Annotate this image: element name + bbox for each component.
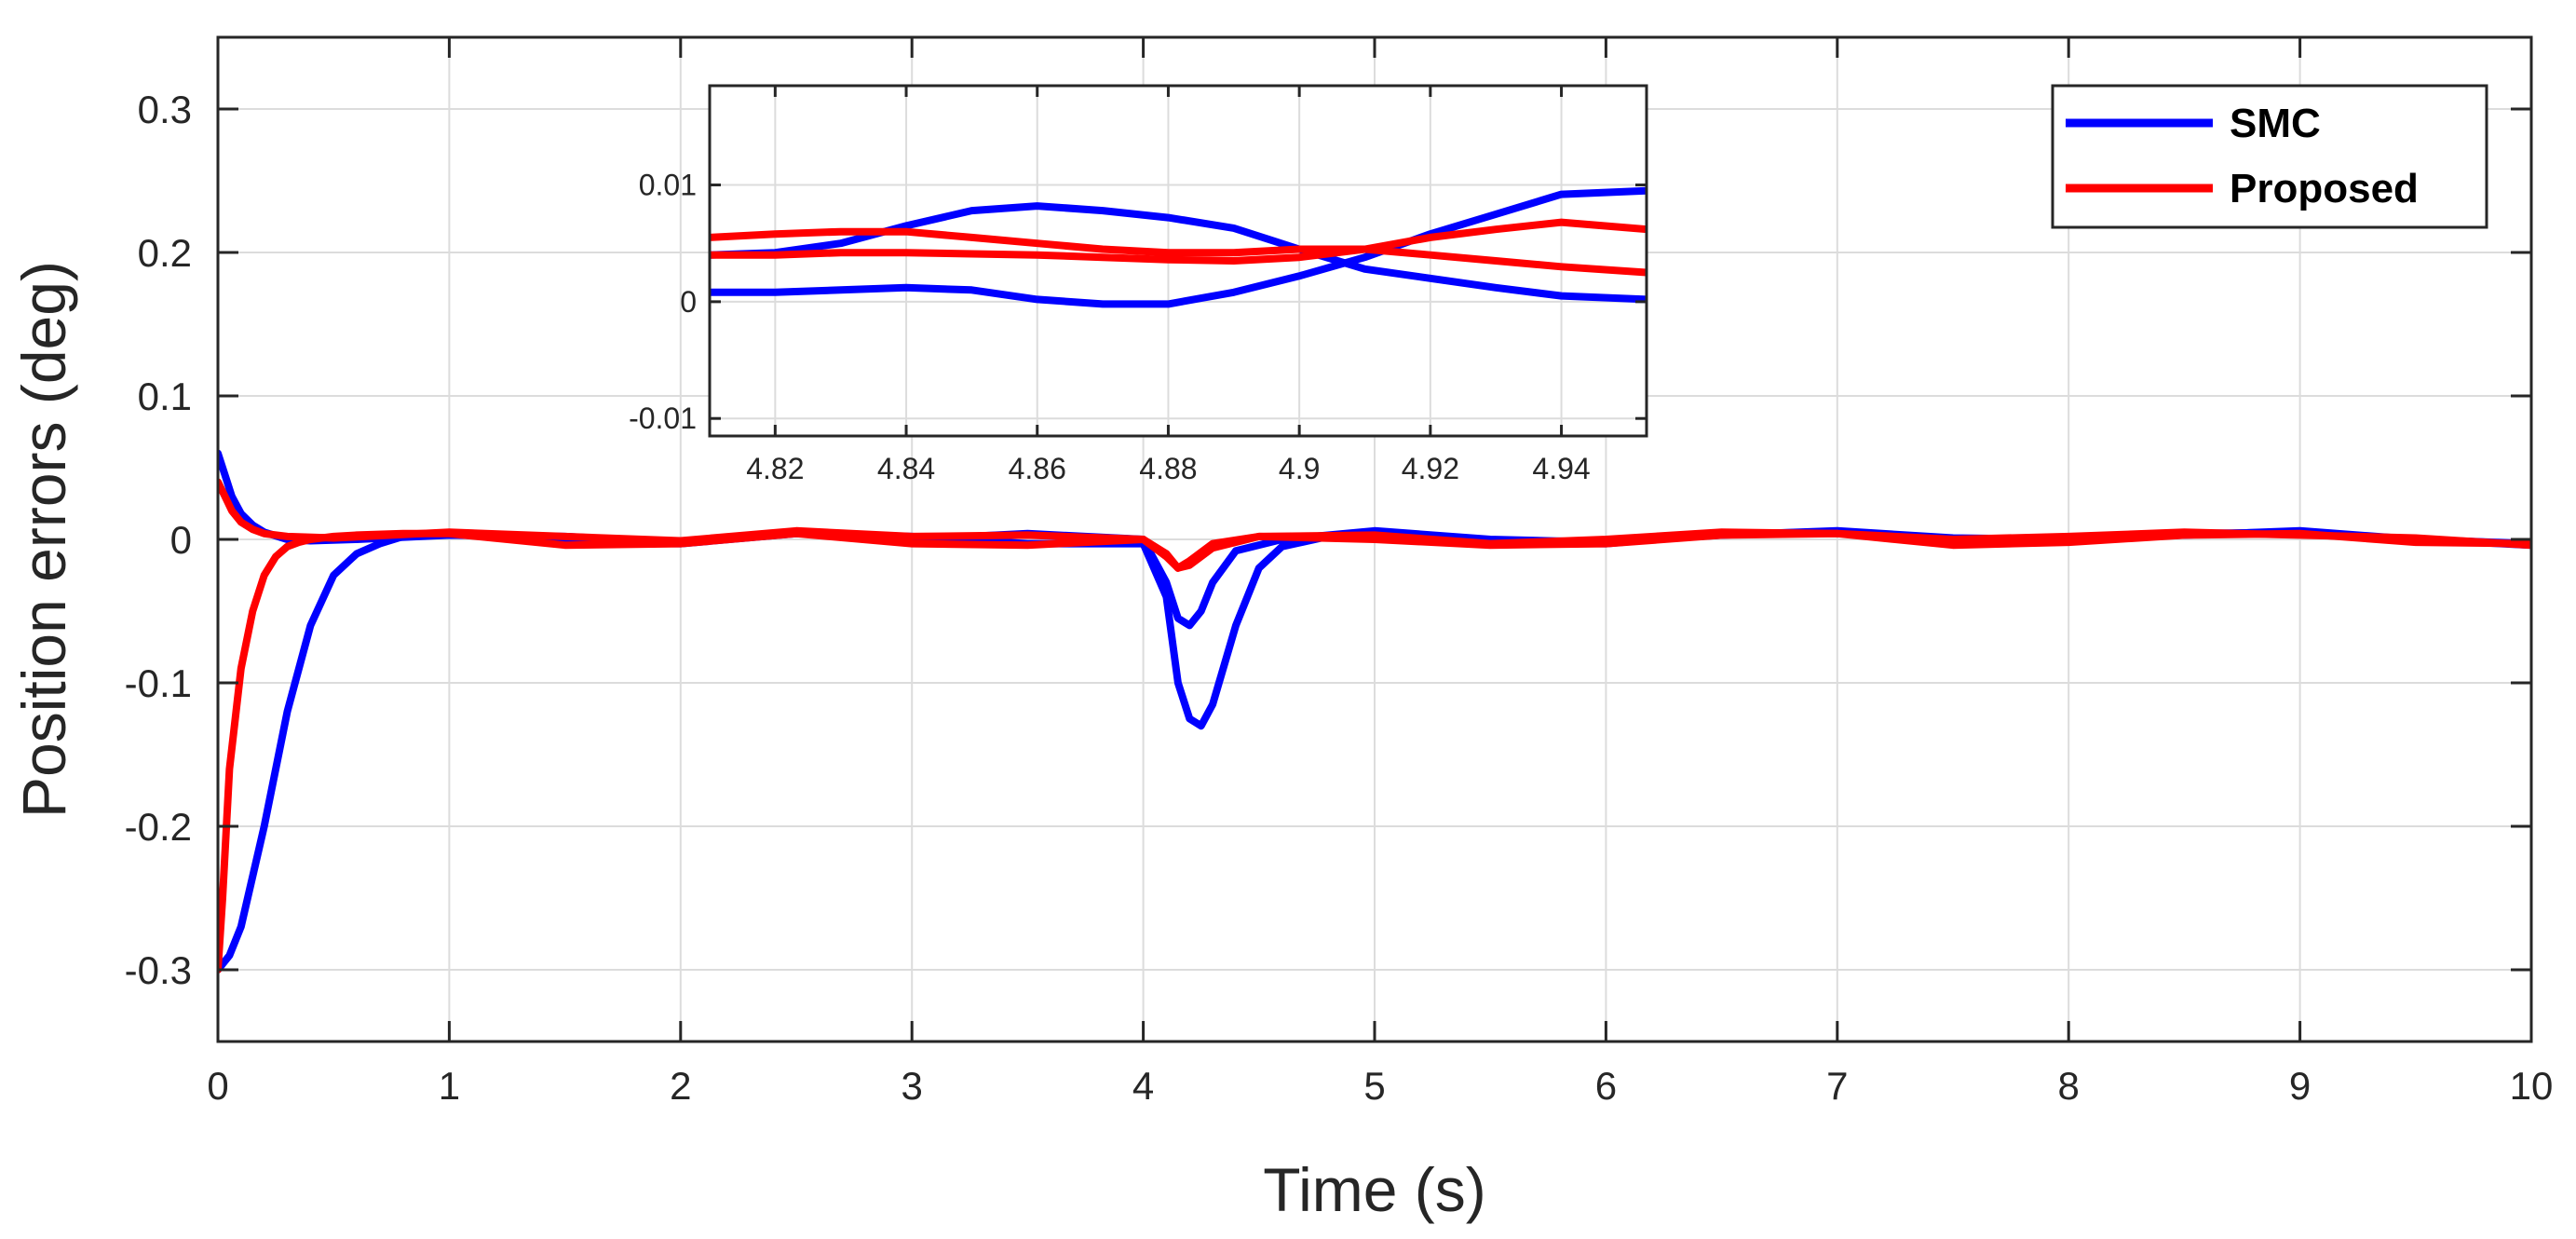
main-x-tick-label: 5 [1363, 1064, 1385, 1108]
inset-x-tick-label: 4.9 [1279, 452, 1320, 485]
inset-series-line-proposed [710, 227, 1647, 277]
inset-y-tick-label: -0.01 [629, 402, 697, 435]
main-x-tick-label: 2 [670, 1064, 691, 1108]
main-y-tick-label: 0.2 [138, 231, 192, 275]
main-x-tick-label: 4 [1132, 1064, 1154, 1108]
inset-series [710, 186, 1647, 308]
x-axis-title: Time (s) [1263, 1155, 1486, 1224]
legend-box [2051, 84, 2488, 229]
main-y-tick-label: 0.1 [138, 374, 192, 418]
main-series [218, 449, 2531, 974]
legend: SMC Proposed [2051, 84, 2488, 229]
legend-label-proposed: Proposed [2230, 166, 2419, 211]
main-x-tick-label: 7 [1826, 1064, 1848, 1108]
inset-ticks [710, 86, 1647, 436]
inset-grid [710, 86, 1647, 436]
main-x-tick-label: 9 [2289, 1064, 2311, 1108]
y-axis-title: Position errors (deg) [9, 261, 78, 818]
main-y-tick-label: 0.3 [138, 88, 192, 131]
main-y-tick-labels: 0.3 0.2 0.1 0 -0.1 -0.2 -0.3 [125, 88, 192, 992]
inset-y-tick-label: 0 [680, 285, 697, 319]
inset-x-tick-label: 4.82 [746, 452, 804, 485]
main-x-tick-label: 8 [2058, 1064, 2080, 1108]
inset-x-tick-label: 4.86 [1009, 452, 1066, 485]
inset-y-tick-labels: 0.01 0 -0.01 [629, 169, 697, 436]
inset-x-tick-label: 4.94 [1532, 452, 1590, 485]
main-y-tick-label: 0 [170, 518, 192, 562]
main-x-tick-label: 6 [1595, 1064, 1617, 1108]
inset-y-tick-label: 0.01 [639, 169, 697, 202]
inset-x-tick-label: 4.84 [877, 452, 935, 485]
main-y-tick-label: -0.3 [125, 948, 192, 992]
inset-series-line-proposed-second-trace [710, 218, 1647, 265]
main-ticks [216, 37, 2533, 1042]
main-y-tick-label: -0.1 [125, 661, 192, 705]
main-x-tick-label: 0 [207, 1064, 228, 1108]
inset-plot: 4.82 4.84 4.86 4.88 4.9 4.92 4.94 0.01 0 -0.01 [629, 84, 1648, 485]
inset-axes-box [708, 84, 1648, 438]
inset-series-line-smc [710, 202, 1647, 304]
main-x-tick-label: 10 [2510, 1064, 2554, 1108]
main-x-tick-label: 3 [902, 1064, 923, 1108]
main-series-line-proposed-second-trace [218, 478, 2531, 572]
inset-x-tick-label: 4.92 [1402, 452, 1459, 485]
main-x-tick-label: 1 [439, 1064, 460, 1108]
main-x-tick-labels: 0 1 2 3 4 5 6 7 8 9 10 [207, 1064, 2553, 1108]
main-y-tick-label: -0.2 [125, 805, 192, 849]
legend-label-smc: SMC [2230, 101, 2321, 146]
inset-x-tick-label: 4.88 [1139, 452, 1197, 485]
inset-x-tick-labels: 4.82 4.84 4.86 4.88 4.9 4.92 4.94 [746, 452, 1590, 485]
inset-series-line-smc-second-trace [710, 186, 1647, 308]
